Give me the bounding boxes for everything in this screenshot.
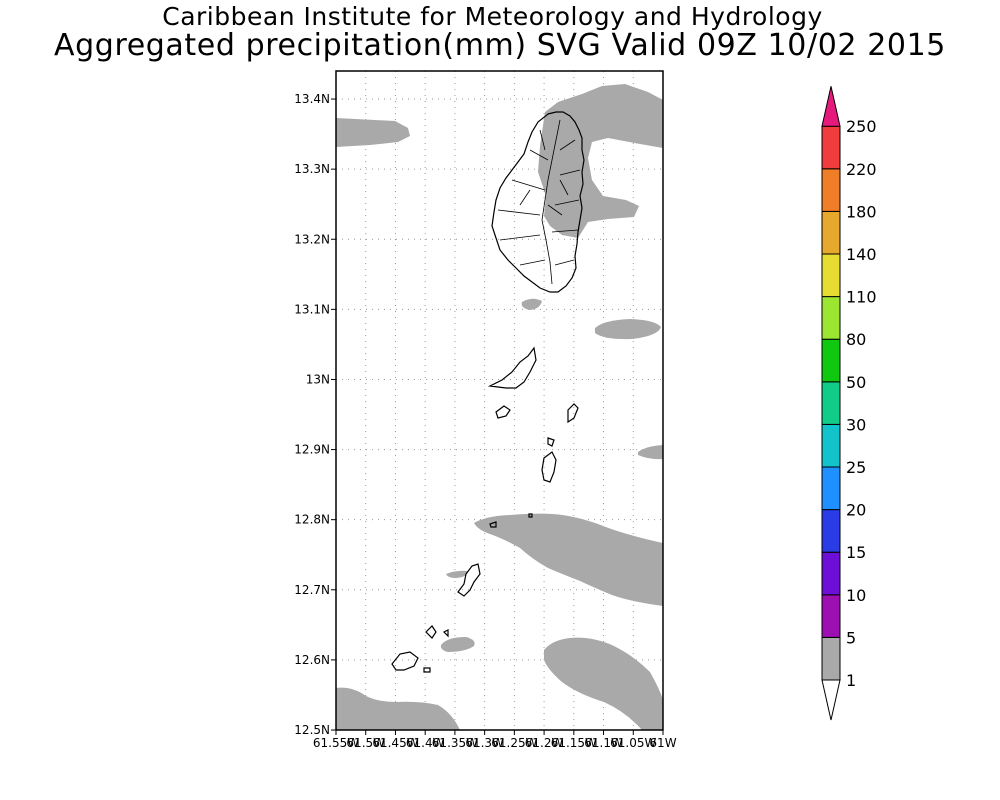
colorbar-segment	[821, 423, 841, 468]
map-frame	[335, 70, 664, 731]
colorbar-segment	[821, 338, 841, 383]
colorbar-label: 140	[846, 245, 877, 264]
chart-title: Caribbean Institute for Meteorology and …	[162, 2, 823, 31]
colorbar-segment	[821, 125, 841, 170]
colorbar-segment	[821, 594, 841, 638]
mustique-island	[495, 405, 511, 419]
colorbar-segment	[821, 253, 841, 298]
precip-area-east-1	[595, 319, 661, 340]
lon-tick-label: 61.2W	[525, 736, 564, 750]
lat-tick-label: 12.9N	[294, 443, 330, 457]
lon-tick-label: 61.3W	[465, 736, 504, 750]
colorbar-top-arrow	[821, 86, 841, 127]
precip-area-south-east	[544, 637, 663, 730]
colorbar-label: 250	[846, 117, 877, 136]
colorbar-label: 10	[846, 586, 866, 605]
colorbar-label: 110	[846, 288, 877, 307]
colorbar-label: 25	[846, 458, 866, 477]
lon-tick-label: 61.05W	[610, 736, 656, 750]
map-axes: 13.4N 13.3N 13.2N 13.1N 13N 12.9N 12.8N 12.7N 12…	[294, 92, 676, 750]
lon-tick-label: 61.25W	[491, 736, 537, 750]
lat-tick-label: 12.5N	[294, 723, 330, 737]
grenadine-islets-1	[425, 625, 449, 639]
colorbar-label: 50	[846, 373, 866, 392]
lon-tick-label: 61.5W	[346, 736, 385, 750]
canouan-island	[567, 403, 579, 424]
colorbar-segment	[821, 210, 841, 255]
colorbar-segment	[821, 296, 841, 340]
lat-tick-label: 13.1N	[294, 302, 330, 316]
carriacou-island	[457, 563, 481, 597]
lon-tick-label: 61.35W	[432, 736, 478, 750]
colorbar-segment	[821, 168, 841, 212]
colorbar-label: 5	[846, 628, 856, 647]
precip-area-small-1	[521, 298, 542, 310]
lon-tick-label: 61.4W	[406, 736, 445, 750]
lat-tick-label: 13.2N	[294, 232, 330, 246]
precip-area-north-east	[538, 84, 663, 238]
precip-area-south-west	[336, 687, 460, 730]
colorbar-label: 220	[846, 160, 877, 179]
colorbar-segment	[821, 466, 841, 511]
small-cay-1	[489, 521, 497, 528]
mayreau-tobago-cays	[541, 437, 557, 483]
lat-tick-label: 13N	[306, 372, 330, 386]
precip-area-central-band	[474, 513, 663, 606]
lat-tick-label: 13.3N	[294, 162, 330, 176]
small-cay-2	[528, 513, 533, 518]
colorbar-segment	[821, 636, 841, 681]
precip-area-north-left	[336, 118, 410, 147]
lon-tick-label: 61.1W	[584, 736, 623, 750]
precip-area-east-2	[638, 445, 663, 460]
colorbar-label: 180	[846, 202, 877, 221]
colorbar-segment	[821, 551, 841, 596]
saint-vincent-island	[491, 111, 585, 293]
colorbar-label: 80	[846, 330, 866, 349]
lat-tick-label: 13.4N	[294, 92, 330, 106]
map-grid	[335, 71, 664, 731]
colorbar-segment	[821, 509, 841, 553]
coastlines	[391, 111, 585, 673]
precip-area-small-2	[446, 570, 468, 578]
colorbar-bottom-arrow	[821, 679, 841, 721]
colorbar-label: 20	[846, 501, 866, 520]
lat-tick-label: 12.8N	[294, 513, 330, 527]
lat-tick-label: 12.7N	[294, 583, 330, 597]
colorbar-label: 30	[846, 415, 866, 434]
chart-subtitle: Aggregated precipitation(mm) SVG Valid 0…	[54, 28, 946, 63]
grenada-north-islets	[391, 651, 431, 673]
bequia-island	[487, 346, 537, 389]
colorbar-label: 15	[846, 543, 866, 562]
lon-tick-label: 61.55W	[313, 736, 359, 750]
lon-tick-label: 61.45W	[372, 736, 418, 750]
precipitation-areas	[336, 84, 663, 730]
lat-tick-label: 12.6N	[294, 653, 330, 667]
precip-area-small-3	[440, 637, 475, 652]
colorbar-segment	[821, 381, 841, 425]
lon-tick-label: 61W	[649, 736, 676, 750]
lon-tick-label: 61.15W	[551, 736, 597, 750]
colorbar-label: 1	[846, 671, 856, 690]
